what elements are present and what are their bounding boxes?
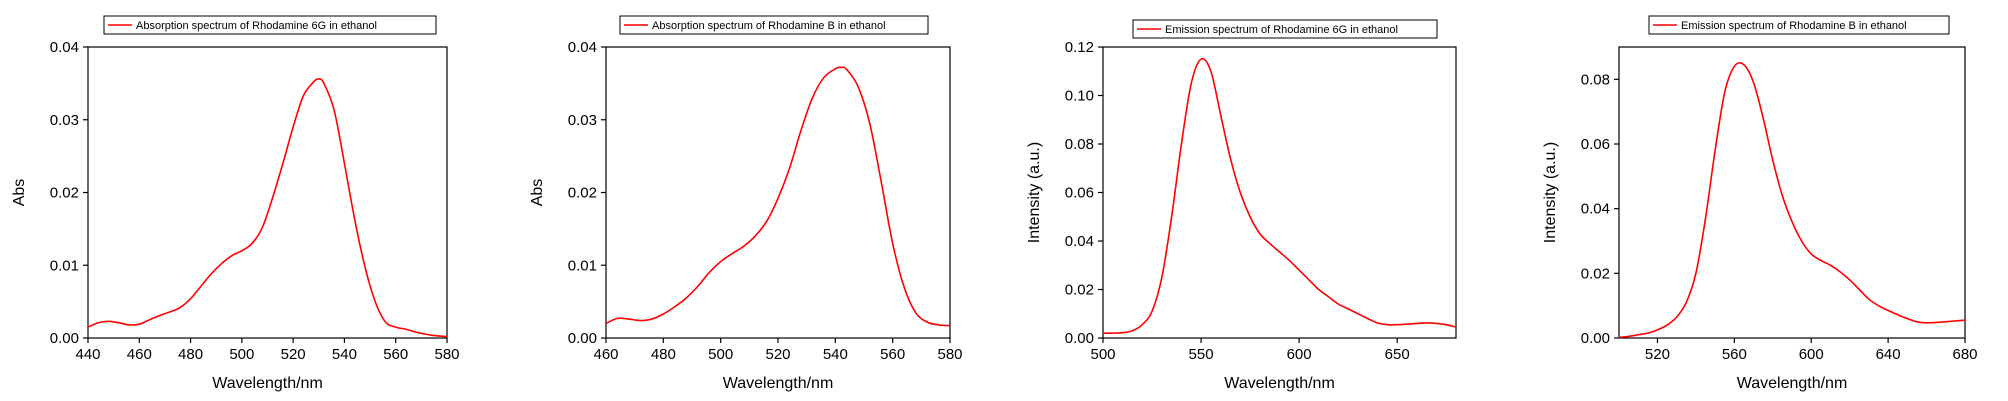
- x-tick-label: 520: [765, 346, 790, 363]
- x-tick-label: 460: [127, 346, 152, 363]
- y-tick-label: 0.00: [568, 330, 597, 347]
- y-tick-label: 0.06: [1065, 185, 1094, 202]
- y-tick-label: 0.03: [568, 112, 597, 129]
- y-tick-label: 0.04: [50, 39, 79, 56]
- y-tick-label: 0.08: [1065, 136, 1094, 153]
- chart-4: 520 560 600 640 680 0.00 0.02 0.04 0.06 0.08 Wavel…: [1542, 15, 1978, 392]
- y-tick-label: 0.02: [50, 185, 79, 202]
- x-tick-label: 500: [1090, 346, 1115, 363]
- y-tick-label: 0.06: [1581, 136, 1610, 153]
- x-tick-label: 460: [593, 346, 618, 363]
- x-axis-title: Wavelength/nm: [1737, 375, 1848, 392]
- y-axis-title: Abs: [529, 179, 546, 207]
- x-tick-label: 520: [1645, 346, 1670, 363]
- chart-panel-3: 500 550 600 650 0.00 0.02 0.04 0.06 0.08 0.10 0.12…: [995, 0, 1500, 401]
- y-tick-label: 0.02: [568, 185, 597, 202]
- y-tick-label: 0.04: [1581, 201, 1610, 218]
- x-tick-label: 560: [880, 346, 905, 363]
- spectrum-line: [605, 66, 951, 327]
- legend-box: [619, 15, 929, 35]
- chart-panel-1: 440 460 480 500 520 540 560 580 0.00 0.01 0.02 0.03…: [0, 0, 495, 401]
- x-tick-label: 500: [708, 346, 733, 363]
- x-tick-label: 640: [1876, 346, 1901, 363]
- x-tick-label: 540: [332, 346, 357, 363]
- chart-panel-2: 460 480 500 520 540 560 580 0.00 0.01 0.02 0.03 0.0…: [495, 0, 995, 401]
- y-tick-label: 0.01: [50, 257, 79, 274]
- x-tick-label: 480: [651, 346, 676, 363]
- y-tick-label: 0.12: [1065, 39, 1094, 56]
- x-tick-label: 500: [229, 346, 254, 363]
- x-tick-label: 480: [178, 346, 203, 363]
- spectrum-line: [1618, 62, 1966, 339]
- x-tick-label: 440: [75, 346, 100, 363]
- y-axis-title: Abs: [11, 179, 28, 207]
- legend-label: Absorption spectrum of Rhodamine B in et…: [652, 20, 886, 32]
- y-tick-label: 0.08: [1581, 71, 1610, 88]
- spectrum-line: [1102, 57, 1457, 334]
- y-tick-label: 0.10: [1065, 88, 1094, 105]
- plot-frame: [1618, 46, 1966, 339]
- legend-label: Emission spectrum of Rhodamine 6G in eth…: [1165, 24, 1398, 36]
- x-tick-label: 680: [1952, 346, 1977, 363]
- x-tick-label: 580: [937, 346, 962, 363]
- x-tick-label: 600: [1287, 346, 1312, 363]
- y-axis-title: Intensity (a.u.): [1026, 142, 1043, 243]
- chart-2: 460 480 500 520 540 560 580 0.00 0.01 0.02 0.03 0.0…: [529, 15, 963, 392]
- x-tick-label: 520: [281, 346, 306, 363]
- plot-frame: [605, 46, 951, 339]
- y-tick-label: 0.00: [1581, 330, 1610, 347]
- y-tick-label: 0.04: [568, 39, 597, 56]
- chart-panel-4: 520 560 600 640 680 0.00 0.02 0.04 0.06 0.08 Wavel…: [1500, 0, 2008, 401]
- x-tick-label: 560: [1722, 346, 1747, 363]
- x-tick-label: 580: [434, 346, 459, 363]
- legend-box: [1648, 15, 1950, 35]
- legend-box: [103, 15, 437, 35]
- legend-label: Emission spectrum of Rhodamine B in etha…: [1681, 20, 1907, 32]
- x-tick-label: 600: [1799, 346, 1824, 363]
- plot-frame: [1102, 46, 1457, 339]
- legend-label: Absorption spectrum of Rhodamine 6G in e…: [136, 20, 377, 32]
- y-tick-label: 0.00: [1065, 330, 1094, 347]
- y-tick-label: 0.04: [1065, 233, 1094, 250]
- legend-box: [1132, 19, 1438, 39]
- x-tick-label: 540: [823, 346, 848, 363]
- x-tick-label: 560: [383, 346, 408, 363]
- x-tick-label: 550: [1189, 346, 1214, 363]
- x-tick-label: 650: [1385, 346, 1410, 363]
- y-tick-label: 0.02: [1065, 282, 1094, 299]
- chart-3: 500 550 600 650 0.00 0.02 0.04 0.06 0.08 0.10 0.12…: [1026, 19, 1457, 392]
- y-tick-label: 0.02: [1581, 265, 1610, 282]
- y-axis-title: Intensity (a.u.): [1542, 142, 1559, 243]
- chart-1: 440 460 480 500 520 540 560 580 0.00 0.01 0.02 0.03…: [11, 15, 460, 392]
- x-axis-title: Wavelength/nm: [723, 375, 834, 392]
- y-tick-label: 0.00: [50, 330, 79, 347]
- y-tick-label: 0.01: [568, 257, 597, 274]
- x-axis-title: Wavelength/nm: [1224, 375, 1335, 392]
- plot-frame: [87, 46, 448, 339]
- y-tick-label: 0.03: [50, 112, 79, 129]
- x-axis-title: Wavelength/nm: [212, 375, 323, 392]
- spectrum-line: [87, 78, 448, 338]
